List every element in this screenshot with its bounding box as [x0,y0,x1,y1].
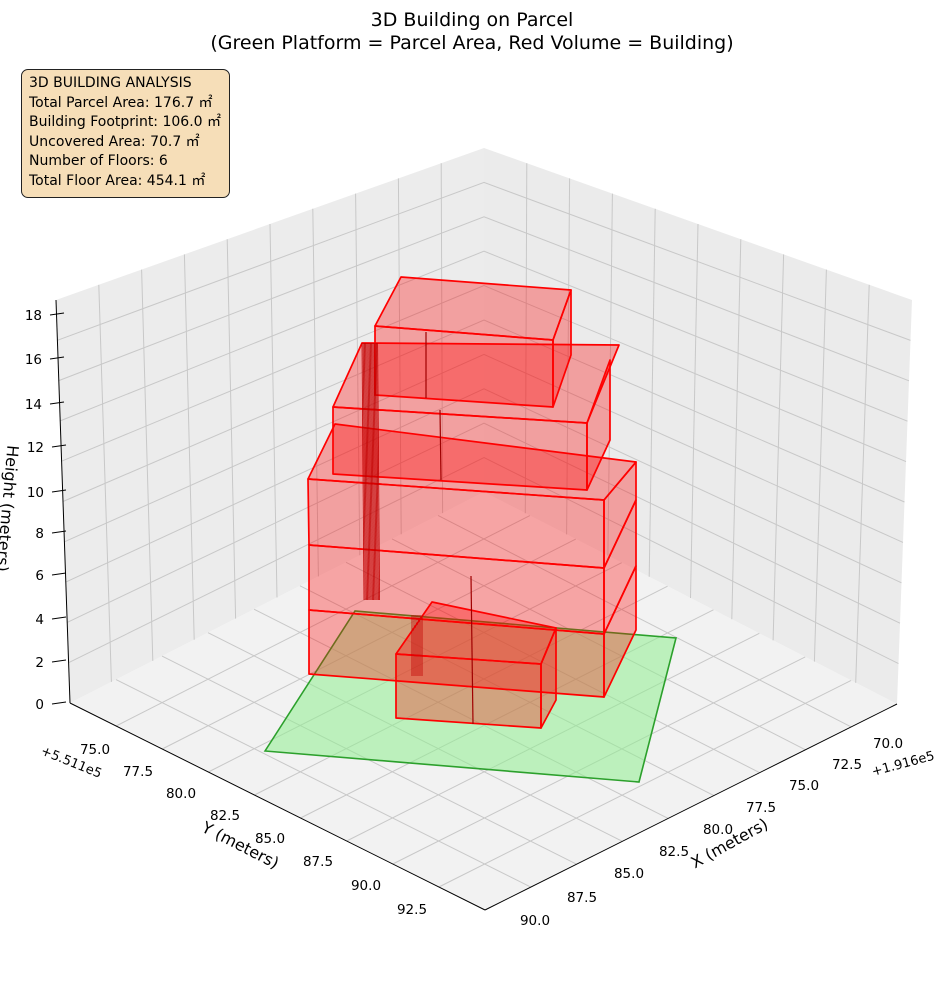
x-tick-label: 87.5 [567,890,597,906]
axis-lines [55,299,898,911]
grid-line [60,250,908,422]
grid-line [57,181,911,341]
analysis-info-box: 3D BUILDING ANALYSIS Total Parcel Area: … [21,69,230,198]
info-line-floors: Number of Floors: 6 [29,153,168,170]
upper-side-face [586,359,611,491]
x-tick-label: 82.5 [659,844,689,860]
tower-edge-line [368,342,372,601]
tower-edge-line [367,342,371,601]
tower-edge-line [370,342,373,601]
z-tick-mark [49,312,65,316]
x-tick-label: 80.0 [703,822,733,838]
z-tick-mark [51,616,67,620]
info-line-footprint: Building Footprint: 106.0 ㎡ [29,114,222,131]
y-tick-label: 87.5 [303,854,333,870]
tower-edge-line [364,342,367,601]
z-tick-label: 6 [35,568,44,584]
info-heading: 3D BUILDING ANALYSIS [29,75,192,91]
grid-line [65,388,902,584]
x-tick-label: 90.0 [520,913,550,929]
chart-title: 3D Building on Parcel [371,9,574,31]
tower-edge-line [361,342,365,601]
grid-line [64,353,904,543]
parcel-platform [263,610,678,783]
tower-edge-line [376,342,379,601]
inner-edge-line [439,409,442,481]
left-pane [56,148,484,703]
z-tick-mark [49,401,65,405]
z-tick-label: 8 [35,526,44,542]
z-tick-label: 14 [25,397,42,413]
z-tick-label: 2 [35,655,44,671]
grid-line [115,679,532,888]
parcel-polygon [263,610,678,783]
z-tick-mark [51,444,67,448]
tower-edge-line [371,342,374,601]
grid-line [438,679,852,888]
z-tick-label: 12 [27,440,44,456]
z-tick-mark [51,572,67,576]
y-tick-label: 80.0 [166,786,196,802]
z-tick-label: 18 [25,308,42,324]
z-tick-label: 0 [35,697,44,713]
z-tick-mark [49,356,65,360]
x-axis-offset: +1.916e5 [870,749,936,780]
tower-edge-line [373,342,377,601]
z-axis-label: Height (meters) [0,444,22,572]
main-top-face [307,423,637,501]
axis-panes [56,148,912,910]
x-axis-line [484,703,898,911]
y-tick-label: 75.0 [80,742,110,758]
info-line-parcel-area: Total Parcel Area: 176.7 ㎡ [29,94,213,111]
z-tick-label: 10 [27,485,44,501]
z-axis-line [55,299,71,704]
y-tick-label: 90.0 [351,878,381,894]
tower-edge-line [365,342,368,601]
grid-line [62,319,905,503]
z-tick-mark [51,489,67,493]
y-axis-line [69,702,486,911]
tick-labels: 0 2 4 6 8 10 12 14 16 18 75.0 77.5 80.0 82.5 85.0 87.5 9… [25,308,903,929]
right-pane [484,148,912,704]
inner-edge-line [470,575,474,725]
x-tick-label: 72.5 [832,757,862,773]
y-tick-label: 77.5 [123,764,153,780]
grid-line [68,457,899,665]
info-line-uncovered: Uncovered Area: 70.7 ㎡ [29,133,200,150]
tower-edge-line [374,342,378,601]
building-volume [307,276,637,729]
y-tick-label: 85.0 [255,831,285,847]
tower-edge-line [372,342,376,601]
z-tick-mark [51,659,67,663]
x-tick-label: 75.0 [789,778,819,794]
chart-subtitle: (Green Platform = Parcel Area, Red Volum… [210,32,733,54]
tower-edge-line [362,342,366,601]
x-tick-label: 85.0 [614,866,644,882]
z-tick-label: 16 [25,352,42,368]
y-tick-label: 92.5 [397,902,427,918]
grid-line [437,514,852,728]
upper-top-face [332,342,620,424]
x-tick-label: 77.5 [746,800,776,816]
z-tick-mark [51,701,67,705]
x-tick-label: 70.0 [873,736,903,752]
info-line-floor-area: Total Floor Area: 454.1 ㎡ [29,172,206,189]
grid-line [61,285,907,463]
tower-edge-line [366,342,370,601]
roof-side-face [552,289,572,408]
grid-line [58,216,910,382]
tower-edge-line [377,342,380,601]
grid-line [66,422,901,624]
y-tick-label: 82.5 [210,808,240,824]
grid-line [115,515,531,727]
z-tick-mark [51,530,67,534]
z-tick-label: 4 [35,612,44,628]
